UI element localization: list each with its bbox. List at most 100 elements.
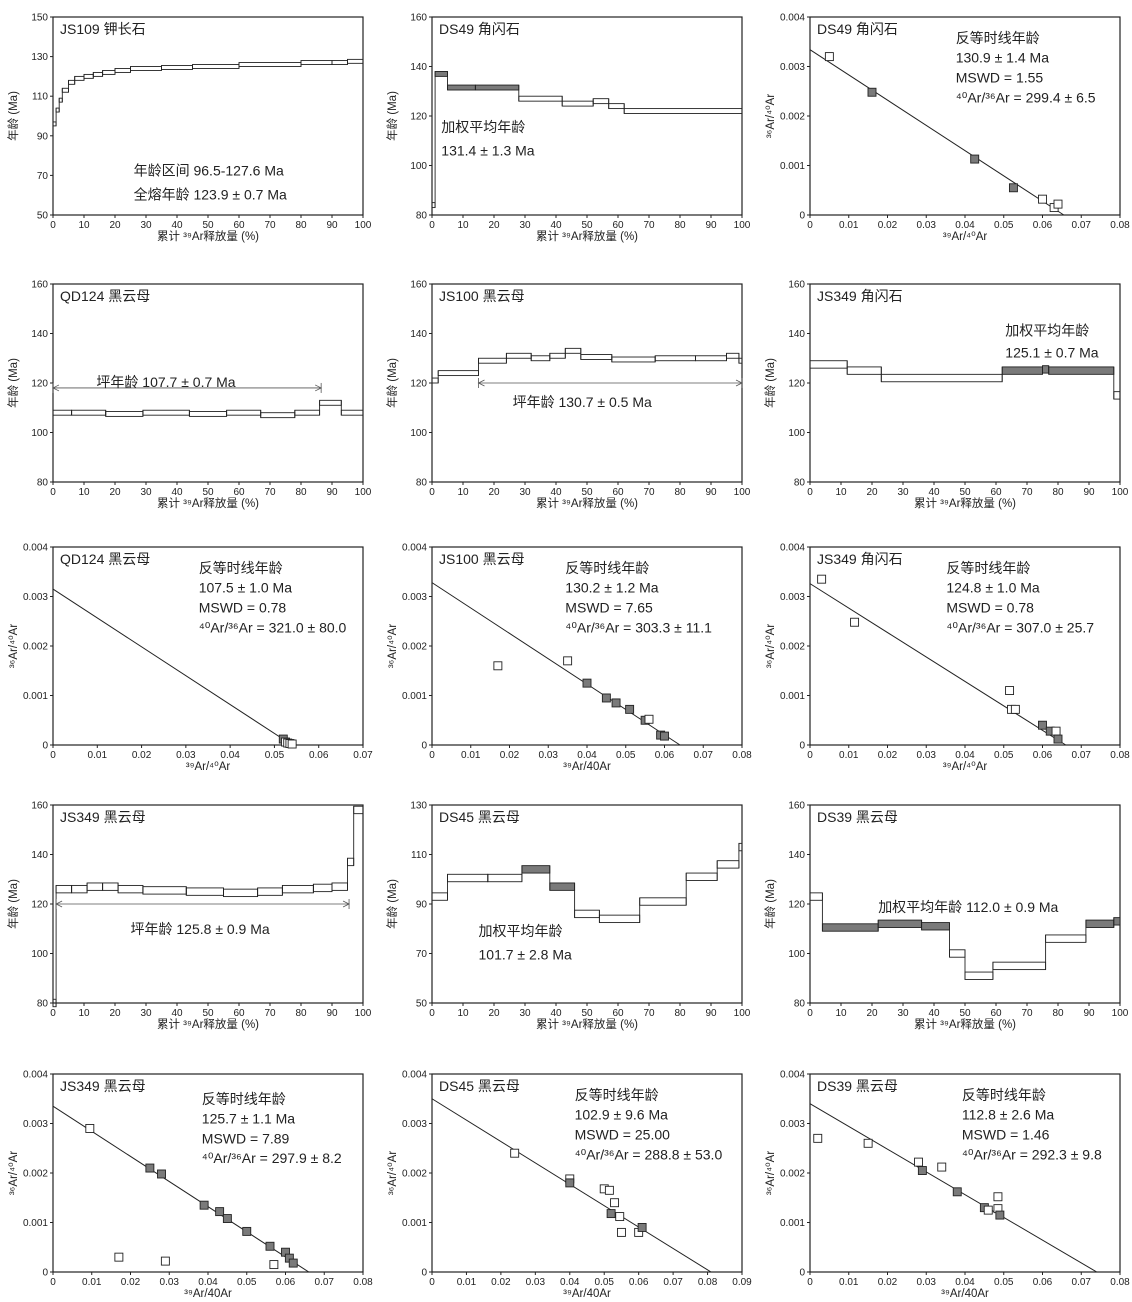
annotation: 加权平均年龄 bbox=[441, 119, 525, 135]
annotation: MSWD = 0.78 bbox=[946, 599, 1034, 615]
age-step bbox=[102, 70, 116, 75]
y-tick-label: 80 bbox=[416, 478, 428, 489]
y-axis-label: 年龄 (Ma) bbox=[6, 358, 20, 408]
age-step bbox=[294, 409, 321, 416]
x-tick-label: 0.08 bbox=[1110, 750, 1130, 761]
x-tick-label: 0.02 bbox=[878, 750, 898, 761]
x-tick-label: 20 bbox=[109, 1008, 121, 1019]
age-step bbox=[238, 62, 302, 67]
age-step bbox=[331, 882, 348, 891]
annotation: 加权平均年龄 bbox=[1005, 323, 1089, 339]
data-point bbox=[917, 1166, 927, 1175]
data-point bbox=[222, 1214, 232, 1223]
x-tick-label: 40 bbox=[171, 1008, 183, 1019]
y-tick-label: 140 bbox=[31, 329, 48, 340]
data-point bbox=[970, 154, 980, 164]
data-point bbox=[1038, 194, 1047, 204]
y-tick-label: 0.002 bbox=[402, 1169, 427, 1180]
y-tick-label: 160 bbox=[788, 280, 805, 291]
data-point bbox=[565, 1178, 575, 1188]
age-step bbox=[1048, 366, 1115, 375]
chart-js349h-plateau: 0 10 20 30 40 50 60 70 80 90 100 80 100 120 140 160 累计 ³… bbox=[763, 280, 1129, 511]
x-tick-label: 100 bbox=[1112, 487, 1129, 498]
chart-title: JS100 黑云母 bbox=[439, 551, 525, 567]
y-tick-label: 0 bbox=[421, 1268, 427, 1279]
data-point bbox=[288, 1258, 298, 1268]
age-step bbox=[102, 882, 119, 891]
x-tick-label: 0.06 bbox=[276, 1277, 296, 1288]
age-step bbox=[564, 347, 582, 354]
data-point bbox=[199, 1200, 209, 1210]
chart-qd124-plateau: 0 10 20 30 40 50 60 70 80 90 100 80 100 120 140 160 累计 ³… bbox=[6, 280, 372, 511]
x-axis-label: 累计 ³⁹Ar释放量 (%) bbox=[157, 496, 259, 510]
x-tick-label: 50 bbox=[202, 1008, 214, 1019]
plot-frame bbox=[431, 546, 743, 746]
y-tick-label: 160 bbox=[410, 280, 427, 291]
x-tick-label: 0.02 bbox=[132, 750, 152, 761]
x-tick-label: 0.05 bbox=[616, 750, 636, 761]
age-step bbox=[530, 355, 551, 362]
age-step bbox=[949, 949, 966, 958]
annotation: ⁴⁰Ar/³⁶Ar = 321.0 ± 80.0 bbox=[199, 619, 347, 635]
chart-title: DS49 角闪石 bbox=[439, 21, 520, 37]
annotation: 反等时线年龄 bbox=[946, 560, 1030, 576]
x-tick-label: 0.08 bbox=[353, 1277, 373, 1288]
y-tick-label: 0.003 bbox=[780, 592, 805, 603]
x-axis-label: ³⁹Ar/⁴⁰Ar bbox=[943, 761, 988, 773]
chart-title: QD124 黑云母 bbox=[60, 288, 150, 304]
y-tick-label: 0.004 bbox=[780, 543, 805, 554]
data-point bbox=[493, 661, 503, 671]
x-tick-label: 0 bbox=[429, 1277, 435, 1288]
y-tick-label: 0.001 bbox=[23, 1218, 48, 1229]
y-axis-label: ³⁶Ar/⁴⁰Ar bbox=[387, 1151, 399, 1195]
data-point bbox=[616, 1227, 626, 1237]
x-tick-label: 0 bbox=[50, 1008, 56, 1019]
x-tick-label: 0.04 bbox=[198, 1277, 218, 1288]
x-tick-label: 0.05 bbox=[994, 220, 1014, 231]
y-tick-label: 0.004 bbox=[780, 1070, 805, 1081]
x-tick-label: 10 bbox=[457, 220, 469, 231]
age-step bbox=[1085, 919, 1115, 928]
chart-qd124-iso: 0 0.01 0.02 0.03 0.04 0.05 0.06 0.07 0 0.001 0.002… bbox=[8, 543, 373, 774]
x-tick-label: 0.06 bbox=[309, 750, 329, 761]
data-point bbox=[1005, 686, 1015, 695]
data-point bbox=[863, 1138, 873, 1148]
age-step bbox=[281, 884, 314, 894]
x-tick-label: 70 bbox=[1021, 487, 1033, 498]
annotation: ⁴⁰Ar/³⁶Ar = 288.8 ± 53.0 bbox=[575, 1146, 723, 1162]
age-step bbox=[654, 355, 696, 362]
y-axis-label: ³⁶Ar/⁴⁰Ar bbox=[765, 94, 777, 138]
age-step bbox=[86, 882, 104, 891]
x-tick-label: 0.04 bbox=[955, 750, 975, 761]
x-tick-label: 90 bbox=[705, 1008, 717, 1019]
x-tick-label: 0 bbox=[807, 220, 813, 231]
y-axis-label: 年龄 (Ma) bbox=[6, 91, 20, 141]
age-step bbox=[487, 873, 523, 883]
x-tick-label: 90 bbox=[705, 487, 717, 498]
x-tick-label: 50 bbox=[581, 487, 593, 498]
y-tick-label: 0.001 bbox=[402, 691, 427, 702]
x-tick-label: 20 bbox=[866, 487, 878, 498]
age-step bbox=[347, 58, 364, 64]
x-tick-label: 0.05 bbox=[594, 1277, 614, 1288]
x-tick-label: 100 bbox=[734, 220, 751, 231]
y-tick-label: 0.001 bbox=[23, 691, 48, 702]
annotation: MSWD = 0.78 bbox=[199, 599, 287, 615]
age-step bbox=[68, 79, 76, 85]
x-tick-label: 60 bbox=[612, 220, 624, 231]
x-tick-label: 30 bbox=[140, 220, 152, 231]
y-tick-label: 110 bbox=[32, 92, 48, 103]
y-tick-label: 0.001 bbox=[780, 691, 805, 702]
data-point bbox=[269, 1260, 279, 1270]
age-step bbox=[695, 355, 727, 362]
x-tick-label: 0.06 bbox=[1033, 1277, 1053, 1288]
data-point bbox=[563, 656, 573, 666]
isochron-line bbox=[52, 588, 293, 746]
data-point bbox=[157, 1169, 166, 1179]
annotation: 107.5 ± 1.0 Ma bbox=[199, 580, 293, 596]
age-step bbox=[312, 883, 333, 893]
data-point bbox=[1010, 704, 1020, 714]
x-tick-label: 60 bbox=[233, 1008, 245, 1019]
x-tick-label: 0.05 bbox=[237, 1277, 257, 1288]
chart-title: JS349 角闪石 bbox=[817, 551, 903, 567]
